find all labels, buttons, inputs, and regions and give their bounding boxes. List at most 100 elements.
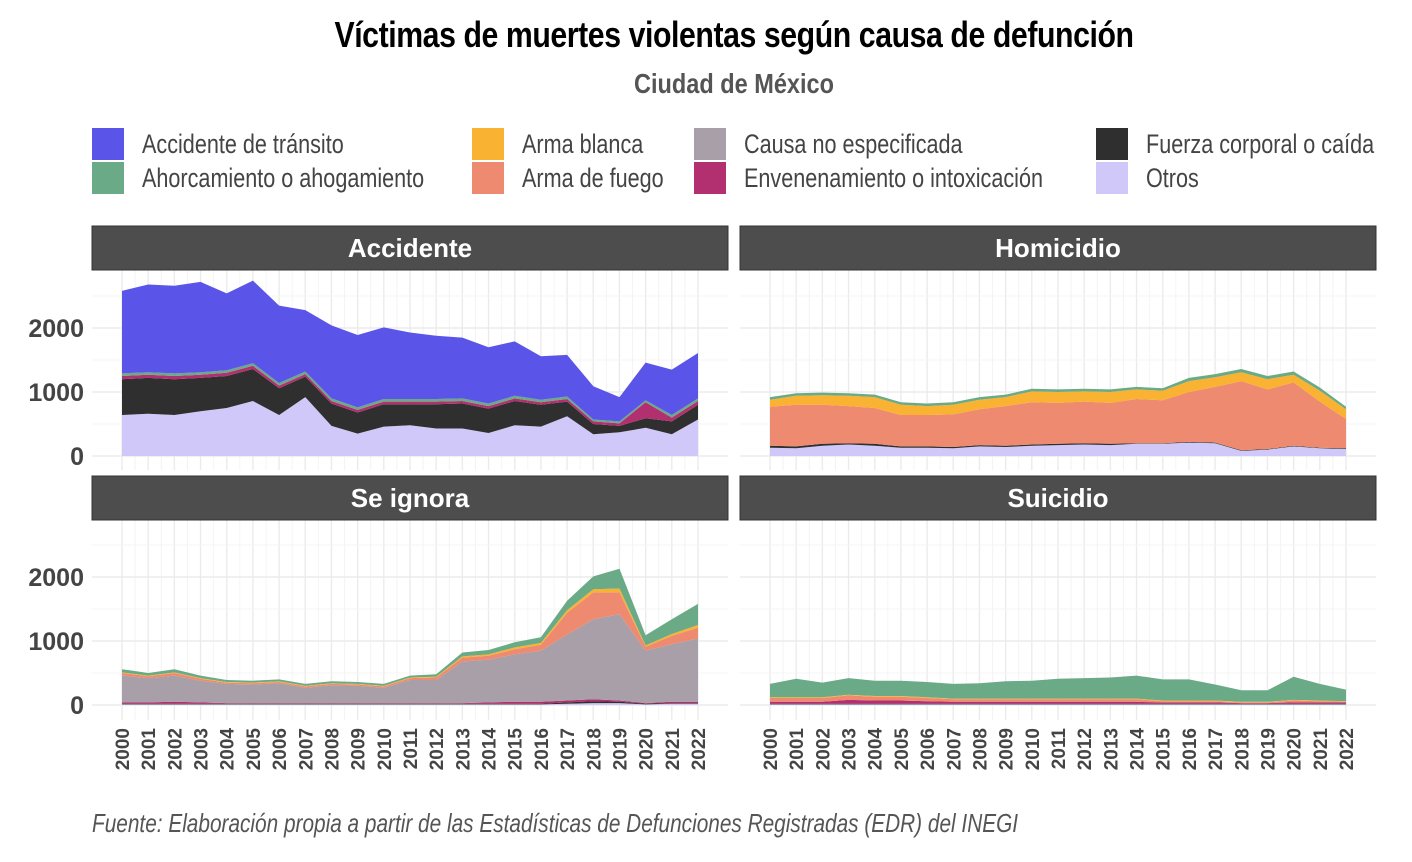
- legend-item: Arma de fuego: [472, 162, 699, 194]
- x-tick-label: 2005: [244, 728, 265, 771]
- y-tick-label: 2000: [28, 315, 84, 343]
- facet-strip: [739, 225, 1377, 271]
- area-arma-de-fuego: [770, 381, 1346, 451]
- x-tick-label: 2007: [296, 728, 317, 770]
- x-tick-label: 2010: [1023, 728, 1044, 770]
- x-tick-label: 2003: [840, 728, 861, 770]
- legend-key: [472, 162, 504, 194]
- x-tick-label: 2016: [1180, 728, 1201, 770]
- area-arma-blanca: [770, 372, 1346, 419]
- legend-label: Causa no especificada: [744, 128, 963, 159]
- x-tick-label: 2000: [761, 728, 782, 770]
- x-tick-label: 2016: [532, 728, 553, 770]
- area-envenenamiento-o-intoxicación: [770, 699, 1346, 704]
- legend-key: [92, 162, 124, 194]
- x-tick-label: 2004: [218, 728, 239, 771]
- legend-item: Arma blanca: [472, 128, 674, 160]
- area-causa-no-especificada: [122, 614, 698, 704]
- facet-strip-label: Suicidio: [1007, 483, 1108, 513]
- legend-item: Causa no especificada: [694, 128, 1017, 160]
- facet-strip-label: Se ignora: [351, 483, 470, 513]
- x-tick-label: 2007: [944, 728, 965, 770]
- legend-label: Otros: [1146, 162, 1199, 193]
- x-tick-label: 2014: [480, 728, 501, 771]
- legend-item: Fuerza corporal o caída: [1096, 128, 1412, 160]
- x-tick-label: 2018: [1232, 728, 1253, 770]
- x-tick-label: 2022: [1337, 728, 1358, 770]
- facet-strip: [91, 225, 729, 271]
- area-fuerza-corporal-o-caída: [770, 703, 1346, 705]
- x-tick-label: 2002: [165, 728, 186, 770]
- legend-label: Envenenamiento o intoxicación: [744, 162, 1043, 193]
- x-tick-label: 2022: [689, 728, 710, 770]
- x-tick-label: 2019: [1258, 728, 1279, 770]
- source-caption: Fuente: Elaboración propia a partir de l…: [92, 808, 1019, 838]
- chart-subtitle: Ciudad de México: [634, 68, 834, 99]
- x-tick-label: 2004: [866, 728, 887, 771]
- x-tick-label: 2006: [918, 728, 939, 770]
- legend-key: [1096, 128, 1128, 160]
- facet-strip-label: Accidente: [348, 233, 472, 263]
- area-fuerza-corporal-o-caída: [122, 369, 698, 435]
- x-tick-label: 2014: [1128, 728, 1149, 771]
- legend-label: Arma de fuego: [522, 162, 664, 193]
- legend-key: [694, 128, 726, 160]
- x-tick-label: 2017: [558, 728, 579, 770]
- x-tick-label: 2019: [610, 728, 631, 770]
- legend-key: [92, 128, 124, 160]
- legend-label: Ahorcamiento o ahogamiento: [142, 162, 425, 193]
- area-fuerza-corporal-o-caída: [122, 701, 698, 705]
- y-tick-label: 1000: [28, 379, 84, 407]
- x-tick-label: 2008: [322, 728, 343, 770]
- panel-homicidio: Homicidio: [739, 225, 1377, 470]
- x-tick-label: 2002: [813, 728, 834, 770]
- y-tick-label: 0: [70, 443, 84, 471]
- panel-accidente: Accidente 0 1000 2000: [28, 225, 729, 471]
- legend-label: Arma blanca: [522, 128, 644, 159]
- area-otros: [770, 704, 1346, 705]
- legend-key: [472, 128, 504, 160]
- area-fuerza-corporal-o-caída: [770, 441, 1346, 451]
- area-otros: [122, 397, 698, 456]
- area-ahorcamiento-o-ahogamiento: [770, 675, 1346, 702]
- x-tick-label: 2001: [139, 728, 160, 771]
- x-tick-label: 2012: [1075, 728, 1096, 770]
- x-tick-label: 2018: [584, 728, 605, 770]
- area-otros: [770, 442, 1346, 456]
- x-tick-label: 2017: [1206, 728, 1227, 770]
- legend-label: Accidente de tránsito: [142, 128, 344, 159]
- x-tick-label: 2020: [637, 728, 658, 770]
- x-tick-label: 2008: [970, 728, 991, 770]
- x-tick-label: 2015: [506, 728, 527, 771]
- area-envenenamiento-o-intoxicación: [122, 699, 698, 704]
- legend-item: Ahorcamiento o ahogamiento: [92, 162, 495, 194]
- x-tick-label: 2003: [192, 728, 213, 770]
- area-otros: [122, 703, 698, 705]
- x-tick-label: 2005: [892, 728, 913, 771]
- legend-key: [694, 162, 726, 194]
- chart-title: Víctimas de muertes violentas según caus…: [334, 14, 1134, 55]
- legend-item: Otros: [1096, 162, 1212, 194]
- x-tick-label: 2011: [1049, 728, 1070, 770]
- facet-strip: [91, 475, 729, 521]
- x-tick-label: 2012: [427, 728, 448, 770]
- legend-label: Fuerza corporal o caída: [1146, 128, 1375, 159]
- legend-key: [1096, 162, 1128, 194]
- x-tick-label: 2013: [453, 728, 474, 770]
- y-tick-label: 1000: [28, 628, 84, 656]
- legend: Accidente de tránsito Ahorcamiento o aho…: [92, 124, 1412, 194]
- legend-item: Accidente de tránsito: [92, 128, 394, 160]
- area-accidente-de-tránsito: [122, 280, 698, 422]
- x-tick-label: 2000: [113, 728, 134, 770]
- y-tick-label: 0: [70, 692, 84, 720]
- x-tick-label: 2020: [1285, 728, 1306, 770]
- x-tick-label: 2021: [1311, 728, 1332, 771]
- x-tick-label: 2009: [997, 728, 1018, 770]
- facet-strip: [739, 475, 1377, 521]
- x-tick-label: 2021: [663, 728, 684, 771]
- x-tick-label: 2010: [375, 728, 396, 770]
- x-tick-label: 2013: [1101, 728, 1122, 770]
- x-tick-label: 2006: [270, 728, 291, 770]
